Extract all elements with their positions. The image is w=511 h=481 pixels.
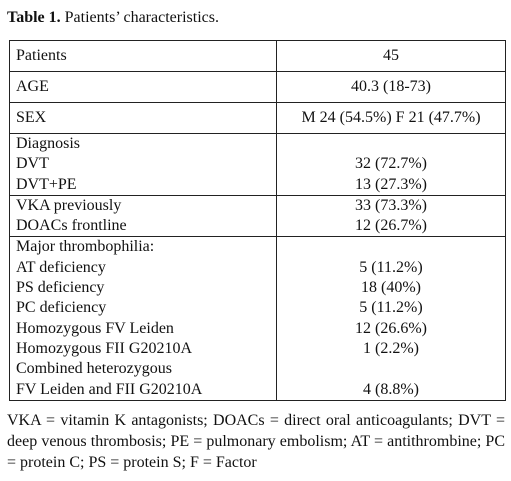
table-caption-text: Patients’ characteristics.	[64, 9, 219, 26]
table-caption-label: Table 1.	[7, 9, 61, 26]
diagnosis-labels: Diagnosis DVT DVT+PE	[9, 133, 277, 196]
thrombophilia-value-fv-leiden: 12 (26.6%)	[355, 319, 427, 337]
anticoagulation-labels: VKA previously DOACs frontline	[9, 194, 277, 238]
row-value-patients: 45	[276, 40, 506, 72]
diagnosis-value-spacer	[283, 134, 499, 154]
thrombophilia-label-fii: Homozygous FII G20210A	[16, 339, 192, 357]
row-label-patients: Patients	[9, 40, 277, 72]
thrombophilia-label-fv-leiden: Homozygous FV Leiden	[16, 319, 174, 337]
anticoagulation-values: 33 (73.3%) 12 (26.7%)	[276, 194, 506, 238]
thrombophilia-label-ps: PS deficiency	[16, 279, 105, 297]
patients-characteristics-table: Patients 45 AGE 40.3 (18-73) SEX M 24 (5…	[9, 40, 506, 401]
thrombophilia-value-spacer	[283, 237, 499, 257]
diagnosis-header: Diagnosis	[16, 135, 80, 152]
anticoagulation-value-vka: 33 (73.3%)	[355, 196, 427, 214]
thrombophilia-value-pc: 5 (11.2%)	[359, 299, 423, 317]
thrombophilia-value-fii: 1 (2.2%)	[363, 339, 419, 357]
table-row-anticoagulation: VKA previously DOACs frontline 33 (73.3%…	[9, 194, 506, 238]
table-row-sex: SEX M 24 (54.5%) F 21 (47.7%)	[9, 102, 506, 134]
row-label-age: AGE	[9, 71, 277, 103]
thrombophilia-value-ps: 18 (40%)	[361, 279, 421, 297]
table-row-age: AGE 40.3 (18-73)	[9, 71, 506, 103]
diagnosis-value-dvt: 32 (72.7%)	[355, 155, 427, 173]
thrombophilia-value-combined: 4 (8.8%)	[363, 380, 419, 398]
diagnosis-values: 32 (72.7%) 13 (27.3%)	[276, 133, 506, 196]
anticoagulation-label-doacs: DOACs frontline	[16, 217, 127, 235]
row-label-sex: SEX	[9, 102, 277, 134]
thrombophilia-label-pc: PC deficiency	[16, 299, 107, 317]
thrombophilia-label-at: AT deficiency	[16, 258, 106, 276]
diagnosis-label-dvt: DVT	[16, 155, 49, 173]
diagnosis-label-dvt-pe: DVT+PE	[16, 175, 77, 193]
thrombophilia-header: Major thrombophilia:	[16, 238, 155, 256]
table-row-thrombophilia: Major thrombophilia: AT deficiency PS de…	[9, 236, 506, 401]
thrombophilia-values: 5 (11.2%) 18 (40%) 5 (11.2%) 12 (26.6%) …	[276, 236, 506, 401]
table-row-diagnosis: Diagnosis DVT DVT+PE 32 (72.7%) 13 (27.3…	[9, 133, 506, 196]
diagnosis-value-dvt-pe: 13 (27.3%)	[355, 175, 427, 193]
anticoagulation-value-doacs: 12 (26.7%)	[355, 217, 427, 235]
thrombophilia-labels: Major thrombophilia: AT deficiency PS de…	[9, 236, 277, 401]
table-row-patients: Patients 45	[9, 40, 506, 72]
thrombophilia-label-combined-2: FV Leiden and FII G20210A	[16, 380, 203, 398]
table-footnote: VKA = vitamin K antagonists; DOACs = dir…	[7, 412, 505, 471]
anticoagulation-label-vka: VKA previously	[16, 196, 122, 214]
row-value-age: 40.3 (18-73)	[276, 71, 506, 103]
thrombophilia-label-combined-1: Combined heterozygous	[16, 360, 172, 378]
thrombophilia-value-at: 5 (11.2%)	[359, 258, 423, 276]
table-caption: Table 1. Patients’ characteristics.	[7, 9, 219, 27]
row-value-sex: M 24 (54.5%) F 21 (47.7%)	[276, 102, 506, 134]
thrombophilia-value-spacer-2	[283, 359, 499, 379]
